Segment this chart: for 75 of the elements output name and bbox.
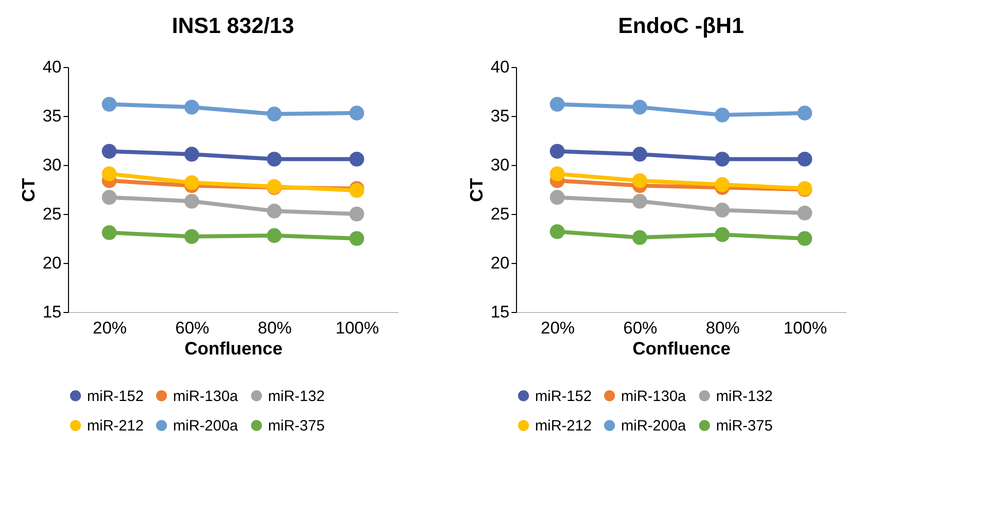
point <box>184 146 200 162</box>
point <box>266 228 282 243</box>
point <box>266 106 282 122</box>
x-tick-label: 20% <box>540 318 575 338</box>
point <box>102 96 117 112</box>
legend-label: miR-375 <box>716 418 773 434</box>
point <box>632 194 648 209</box>
point <box>797 231 812 246</box>
point <box>550 96 565 112</box>
point <box>714 108 730 122</box>
legend-label: miR-375 <box>268 418 325 434</box>
x-tick-label: 80% <box>258 318 292 338</box>
x-tick-label: 100% <box>784 318 827 338</box>
point <box>714 152 730 167</box>
point <box>550 144 565 159</box>
y-tick-label: 35 <box>42 106 62 126</box>
legend-label: miR-200a <box>173 418 239 434</box>
chart-title: EndoC -βH1 <box>618 13 744 38</box>
point <box>632 173 648 188</box>
point <box>550 224 565 240</box>
point <box>714 177 730 192</box>
y-tick-label: 25 <box>490 204 510 224</box>
x-axis-title: Confluence <box>184 338 283 358</box>
point <box>797 152 812 167</box>
x-tick-label: 80% <box>706 318 740 338</box>
x-axis-title: Confluence <box>632 338 731 358</box>
y-tick-label: 35 <box>490 106 510 126</box>
legend-label: miR-132 <box>268 388 325 405</box>
point <box>797 106 812 120</box>
point <box>632 146 648 162</box>
point <box>714 227 730 242</box>
point <box>184 175 200 190</box>
point <box>349 206 364 222</box>
point <box>102 190 117 205</box>
y-axis-title: CT <box>466 178 487 202</box>
y-tick-label: 20 <box>42 254 62 272</box>
x-tick-label: 60% <box>623 318 658 338</box>
point <box>714 202 730 218</box>
point <box>349 106 364 120</box>
y-tick-label: 20 <box>490 254 510 272</box>
x-tick-label: 60% <box>175 318 210 338</box>
y-tick-label: 15 <box>42 302 62 322</box>
y-tick-label: 40 <box>42 58 62 76</box>
y-tick-label: 25 <box>42 204 62 224</box>
legend-label: miR-130a <box>621 388 687 405</box>
y-tick-label: 15 <box>490 302 510 322</box>
point <box>102 144 117 159</box>
point <box>349 152 364 167</box>
point <box>797 206 812 220</box>
legend-label: miR-132 <box>716 388 773 405</box>
y-tick-label: 30 <box>42 156 62 174</box>
point <box>632 230 648 245</box>
point <box>550 166 565 182</box>
legend-label: miR-200a <box>621 418 687 434</box>
point <box>349 231 364 246</box>
legend-label: miR-212 <box>535 418 592 434</box>
legend-label: miR-152 <box>87 388 144 405</box>
point <box>184 229 200 244</box>
point <box>102 225 117 240</box>
y-axis-title: CT <box>18 178 39 202</box>
point <box>266 152 282 167</box>
point <box>632 100 648 115</box>
legend-label: miR-130a <box>173 388 239 405</box>
legend-label: miR-152 <box>535 388 592 405</box>
point <box>184 194 200 209</box>
legend-label: miR-212 <box>87 418 144 434</box>
point <box>102 166 117 182</box>
point <box>184 100 200 115</box>
y-tick-label: 40 <box>490 58 510 76</box>
point <box>266 204 282 218</box>
y-tick-label: 30 <box>490 156 510 174</box>
x-tick-label: 20% <box>92 318 127 338</box>
x-tick-label: 100% <box>336 318 379 338</box>
point <box>550 190 565 205</box>
chart-title: INS1 832/13 <box>172 13 294 38</box>
